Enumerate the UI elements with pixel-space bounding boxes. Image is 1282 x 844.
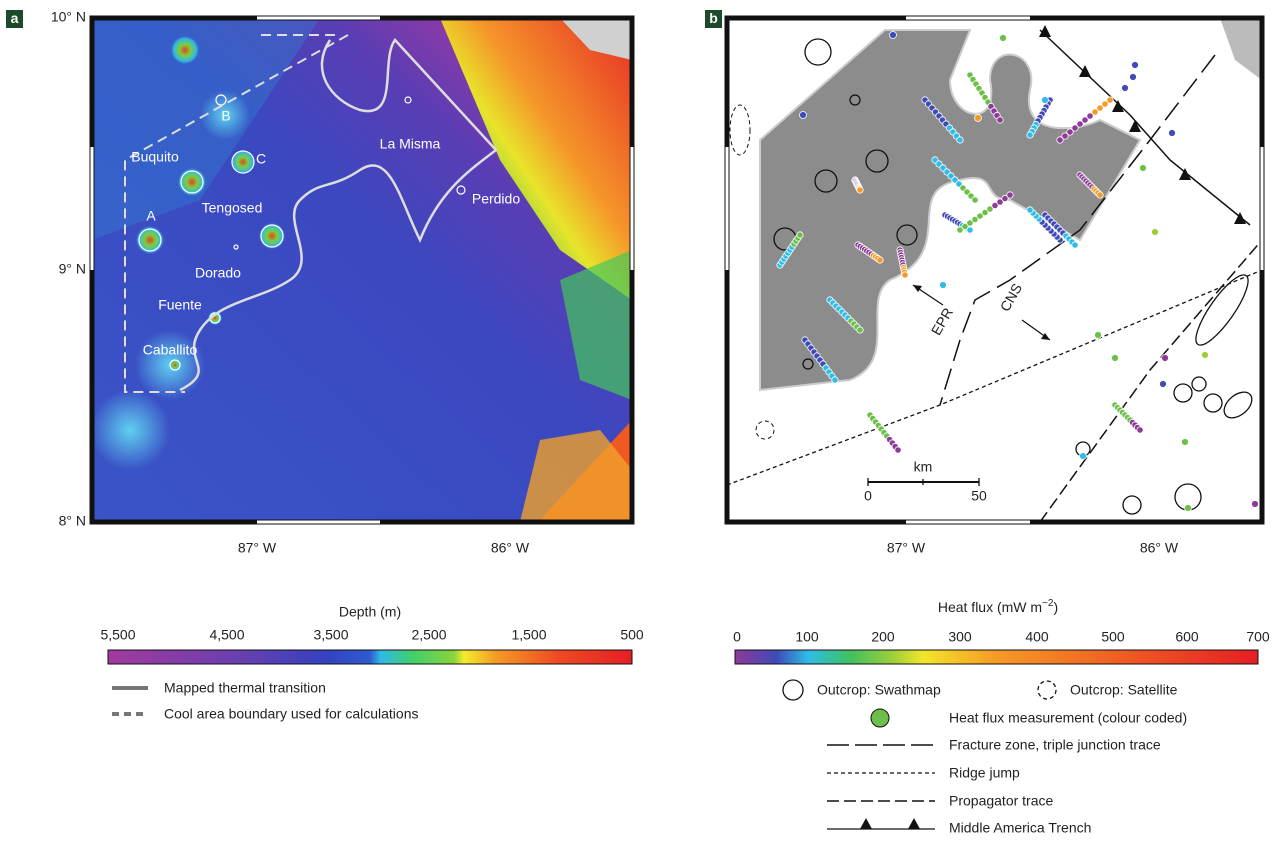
measurement-dot bbox=[975, 115, 982, 122]
legend-label: Outcrop: Satellite bbox=[1070, 682, 1178, 698]
place-label: C bbox=[256, 151, 266, 167]
legend-label: Middle America Trench bbox=[949, 820, 1091, 836]
lat-label: 8° N bbox=[59, 513, 86, 529]
measurement-dot bbox=[1027, 132, 1033, 138]
legend-label: Cool area boundary used for calculations bbox=[164, 706, 419, 722]
colorbar-tick: 0 bbox=[733, 629, 741, 645]
scale-tick: 50 bbox=[971, 488, 987, 504]
measurement-dot bbox=[1007, 192, 1013, 198]
measurement-dot bbox=[797, 232, 803, 238]
colorbar-title: Depth (m) bbox=[339, 604, 401, 620]
measurement-dot bbox=[1027, 207, 1033, 213]
lon-label: 87° W bbox=[887, 540, 926, 556]
measurement-dot bbox=[1080, 453, 1087, 460]
measurement-dot bbox=[1140, 165, 1147, 172]
colorbar-tick: 500 bbox=[1101, 629, 1125, 645]
measurement-dot bbox=[1112, 355, 1119, 362]
legend-label: Ridge jump bbox=[949, 765, 1020, 781]
measurement-dot bbox=[1137, 427, 1143, 433]
colorbar-tick: 5,500 bbox=[100, 627, 135, 643]
measurement-dot bbox=[1185, 505, 1192, 512]
lon-label: 87° W bbox=[238, 540, 277, 556]
place-label: Fuente bbox=[158, 297, 202, 313]
colorbar-tick: 600 bbox=[1175, 629, 1199, 645]
measurement-dot bbox=[1169, 130, 1176, 137]
legend-label: Mapped thermal transition bbox=[164, 680, 326, 696]
place-label: B bbox=[221, 108, 230, 124]
colorbar-tick: 700 bbox=[1246, 629, 1270, 645]
colorbar-tick: 200 bbox=[871, 629, 895, 645]
place-label: Perdido bbox=[472, 191, 520, 207]
legend-label: Fracture zone, triple junction trace bbox=[949, 737, 1161, 753]
measurement-dot bbox=[1160, 381, 1167, 388]
measurement-dot bbox=[997, 117, 1003, 123]
lat-label: 9° N bbox=[59, 261, 86, 277]
place-label: Caballito bbox=[143, 342, 198, 358]
measurement-dot bbox=[877, 257, 883, 263]
measurement-dot bbox=[1202, 352, 1209, 359]
measurement-dot bbox=[1122, 85, 1129, 92]
place-label: Buquito bbox=[131, 149, 179, 165]
colorbar-tick: 2,500 bbox=[411, 627, 446, 643]
heatflux-colorbar bbox=[735, 650, 1258, 664]
lat-label: 10° N bbox=[51, 9, 86, 25]
measurement-dot bbox=[857, 327, 863, 333]
measurement-dot bbox=[832, 377, 838, 383]
colorbar-tick: 4,500 bbox=[209, 627, 244, 643]
scale-tick: 0 bbox=[864, 488, 872, 504]
colorbar-tick: 100 bbox=[795, 629, 819, 645]
colorbar-tick: 300 bbox=[948, 629, 972, 645]
measurement-dot bbox=[1182, 439, 1189, 446]
bathymetry-map bbox=[90, 18, 632, 522]
page: a b Depth (m) Heat flux (mW m−2) 10° N 9°… bbox=[0, 0, 1282, 839]
place-label: Tengosed bbox=[202, 200, 263, 216]
colorbar-title: Heat flux (mW m−2) bbox=[938, 598, 1058, 615]
legend-label: Heat flux measurement (colour coded) bbox=[949, 710, 1187, 726]
measurement-dot bbox=[1162, 355, 1169, 362]
panel-label: b bbox=[709, 10, 718, 26]
place-label: La Misma bbox=[380, 136, 441, 152]
measurement-dot bbox=[902, 272, 908, 278]
measurement-dot bbox=[1107, 97, 1113, 103]
measurement-dot bbox=[940, 282, 947, 289]
lon-label: 86° W bbox=[1140, 540, 1179, 556]
legend-label: Outcrop: Swathmap bbox=[817, 682, 941, 698]
measurement-dot bbox=[1097, 192, 1103, 198]
measurement-dot bbox=[1042, 97, 1049, 104]
colorbar-tick: 400 bbox=[1025, 629, 1049, 645]
measurement-dot bbox=[1000, 35, 1007, 42]
measurement-dot bbox=[800, 112, 807, 119]
measurement-dot bbox=[957, 137, 963, 143]
measurement-dot bbox=[890, 32, 897, 39]
measurement-dot bbox=[1072, 242, 1078, 248]
measurement-dot bbox=[1095, 332, 1102, 339]
measurement-dot bbox=[1152, 229, 1159, 236]
legend-label: Propagator trace bbox=[949, 793, 1053, 809]
measurement-dot bbox=[895, 447, 901, 453]
place-label: A bbox=[146, 208, 156, 224]
heatflux-map bbox=[727, 18, 1262, 522]
measurement-dot bbox=[972, 197, 978, 203]
colorbar-tick: 3,500 bbox=[313, 627, 348, 643]
lon-label: 86° W bbox=[491, 540, 530, 556]
measurement-dot bbox=[1132, 62, 1139, 69]
scale-unit: km bbox=[914, 459, 933, 475]
measurement-dot bbox=[1130, 74, 1137, 81]
measurement-dot bbox=[857, 187, 863, 193]
measurement-dot bbox=[1252, 501, 1259, 508]
place-label: Dorado bbox=[195, 265, 241, 281]
colorbar-tick: 1,500 bbox=[511, 627, 546, 643]
panel-label: a bbox=[11, 10, 19, 26]
colorbar-tick: 500 bbox=[620, 627, 644, 643]
figure: a b Depth (m) Heat flux (mW m−2) 10° N 9°… bbox=[0, 0, 1282, 839]
depth-colorbar bbox=[108, 650, 632, 664]
